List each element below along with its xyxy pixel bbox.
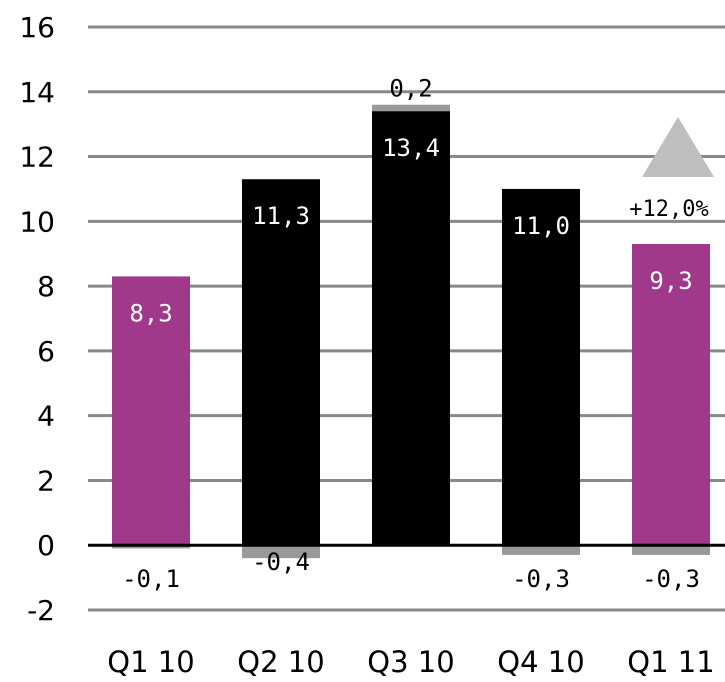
up-triangle-icon [642,117,714,177]
bar-value-label: 11,0 [512,212,570,240]
y-tick-label: 14 [19,76,55,109]
adjustment-label: 0,2 [389,75,432,103]
bar [242,179,320,546]
bar-value-label: 13,4 [382,134,440,162]
x-category-label: Q4 10 [497,645,584,679]
data-labels: 8,3 -0,1 11,3 -0,4 13,4 0,2 11,0 -0,3 9,3 -0,3 [122,75,700,593]
bar [502,188,580,546]
adjustment-label: -0,4 [252,548,310,576]
bar [112,276,190,546]
adjustment-label: -0,3 [512,565,570,593]
adjustment-label: -0,3 [642,565,700,593]
y-tick-label: 10 [19,205,55,238]
x-axis-categories: Q1 10 Q2 10 Q3 10 Q4 10 Q1 11 [107,645,714,679]
bar [632,244,710,546]
y-tick-label: 6 [37,335,55,368]
bar-value-label: 11,3 [252,202,310,230]
adjustment-bars [112,104,710,559]
bar-value-label: 9,3 [649,267,692,295]
y-tick-label: 12 [19,141,55,174]
growth-label: +12,0% [629,197,708,222]
adjustment-bar [112,545,190,549]
adjustment-bar [242,545,320,559]
growth-annotation: +12,0% [629,117,714,222]
y-tick-label: 4 [37,400,55,433]
adjustment-bar [372,104,450,112]
bar-value-label: 8,3 [129,299,172,327]
bar [372,111,450,546]
x-category-label: Q2 10 [237,645,324,679]
bars [112,111,710,546]
adjustment-label: -0,1 [122,565,180,593]
x-category-label: Q1 11 [627,645,714,679]
y-tick-label: 8 [37,270,55,303]
y-tick-label: 0 [37,529,55,562]
y-tick-label: 16 [19,11,55,44]
x-category-label: Q3 10 [367,645,454,679]
y-axis-ticks: 16 14 12 10 8 6 4 2 0 -2 [19,11,55,627]
y-tick-label: 2 [37,464,55,497]
adjustment-bar [502,545,580,555]
x-category-label: Q1 10 [107,645,194,679]
y-tick-label: -2 [27,594,55,627]
adjustment-bar [632,545,710,555]
